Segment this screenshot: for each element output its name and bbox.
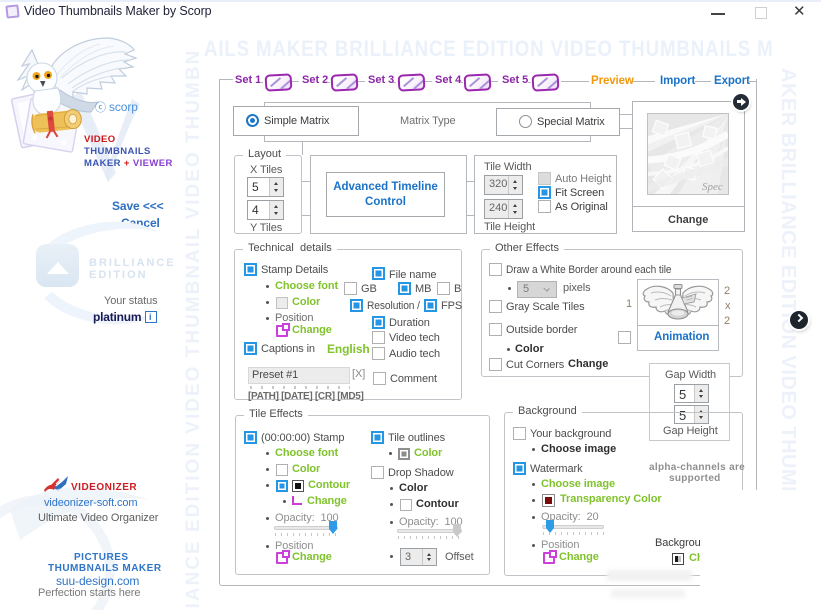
- svg-text:Spec: Spec: [702, 181, 723, 193]
